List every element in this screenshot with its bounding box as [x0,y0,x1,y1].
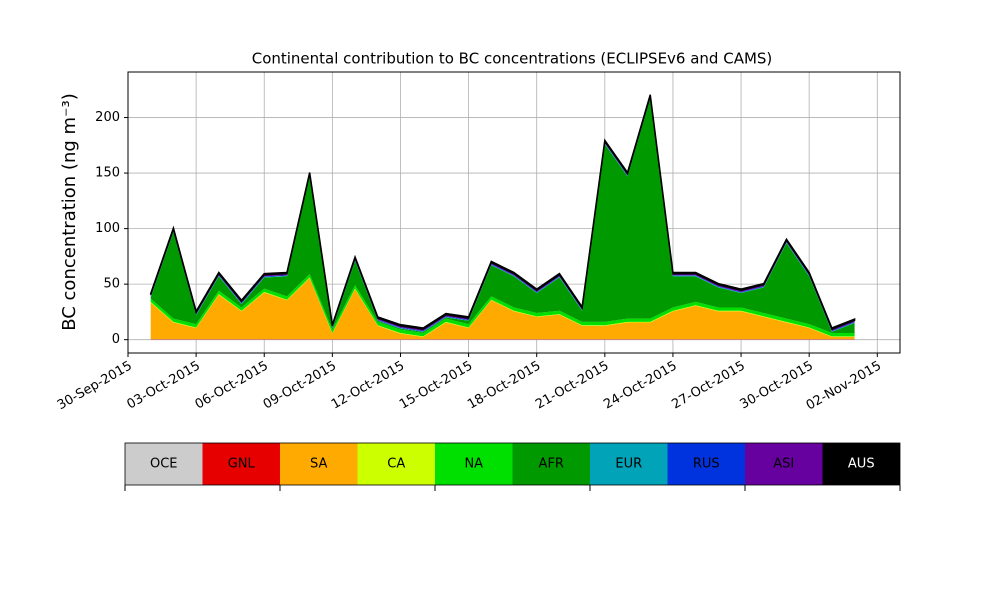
y-axis-label: BC concentration (ng m⁻³) [59,93,80,331]
x-tick-label: 12-Oct-2015 [329,359,407,413]
x-tick-label: 06-Oct-2015 [193,359,271,413]
x-tick-label: 03-Oct-2015 [124,359,202,413]
x-tick-label: 27-Oct-2015 [669,359,747,413]
x-tick-label: 24-Oct-2015 [601,359,679,413]
chart-title: Continental contribution to BC concentra… [252,50,773,68]
y-tick-label: 100 [95,221,120,236]
x-tick-label: 21-Oct-2015 [533,359,611,413]
x-tick-label: 30-Oct-2015 [738,359,816,413]
x-tick-label: 18-Oct-2015 [465,359,543,413]
x-tick-label: 09-Oct-2015 [261,359,339,413]
legend-label: SA [310,457,327,472]
legend-label: GNL [228,457,256,472]
legend-label: AUS [848,457,875,472]
x-tick-label: 02-Nov-2015 [804,359,884,414]
x-tick-label: 15-Oct-2015 [397,359,475,413]
legend-label: AFR [539,457,564,472]
legend-label: ASI [773,457,794,472]
legend-label: NA [464,457,483,472]
legend-label: RUS [693,457,720,472]
legend-label: EUR [615,457,642,472]
y-tick-label: 150 [95,166,120,181]
legend-label: OCE [150,457,178,472]
y-tick-label: 200 [95,110,120,125]
x-tick-label: 30-Sep-2015 [55,359,135,414]
y-tick-label: 50 [103,277,120,292]
y-tick-label: 0 [112,332,120,347]
legend-label: CA [387,457,405,472]
